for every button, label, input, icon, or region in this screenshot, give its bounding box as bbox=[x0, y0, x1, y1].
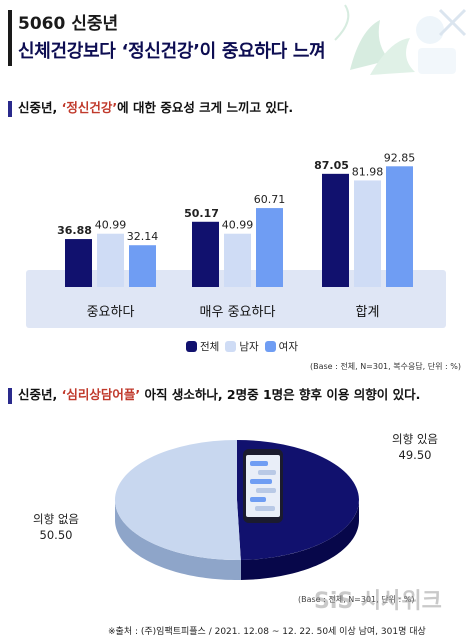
bar-male-2 bbox=[354, 180, 381, 287]
chat-bubble bbox=[255, 506, 275, 511]
chat-bubble bbox=[250, 461, 268, 466]
bar-female-2 bbox=[386, 166, 413, 287]
bar-value-label-male-0: 40.99 bbox=[95, 219, 127, 232]
bar-female-0 bbox=[129, 245, 156, 287]
title-prefix: 신체건강보다 bbox=[18, 41, 122, 62]
legend-label-total: 전체 bbox=[200, 340, 220, 353]
section-heading-mental-health: 신중년, ‘정신건강’에 대한 중요성 크게 느끼고 있다. bbox=[8, 97, 293, 117]
pie-label-name-0: 의향 있음 bbox=[392, 432, 438, 446]
section1-highlight: ‘정신건강’ bbox=[61, 100, 118, 115]
bar-value-labels: 36.88 40.9932.1450.1740.9960.7187.0581.98… bbox=[57, 151, 415, 243]
section2-highlight: ‘심리상담어플’ bbox=[61, 387, 141, 402]
category-label-2: 합계 bbox=[356, 305, 380, 320]
pie-slice-1 bbox=[114, 440, 241, 560]
bar-total-0 bbox=[65, 239, 92, 287]
watermark-logo: SiS 시사위크 bbox=[314, 589, 442, 614]
header: 5060 신중년 신체건강보다 ‘정신건강’이 중요하다 느껴 bbox=[0, 0, 475, 80]
category-label-1: 매우 중요하다 bbox=[200, 305, 276, 320]
legend-swatch-male bbox=[225, 340, 237, 352]
header-illustration bbox=[334, 4, 467, 75]
pie-label-name-1: 의향 없음 bbox=[33, 512, 79, 526]
watermark-text: SiS 시사위크 bbox=[314, 589, 442, 614]
bars-group bbox=[65, 166, 413, 287]
bar-value-label-total-0: 36.88 bbox=[57, 224, 92, 237]
bar-value-label-female-0: 32.14 bbox=[127, 230, 159, 243]
source-note: ※출처 : (주)임팩트피플스 / 2021. 12.08 ~ 12. 22. … bbox=[108, 627, 426, 637]
legend-swatch-total bbox=[186, 340, 197, 352]
pie-group bbox=[114, 440, 359, 580]
chat-bubble bbox=[250, 497, 266, 502]
chat-bubble bbox=[250, 479, 272, 484]
bar-chart-base-note: (Base : 전체, N=301, 복수응답, 단위 : %) bbox=[310, 362, 461, 371]
title-suffix: 이 중요하다 느껴 bbox=[199, 41, 326, 62]
box-decoration bbox=[418, 48, 456, 74]
pie-side-1-0 bbox=[115, 500, 241, 580]
section1-prefix: 신중년, bbox=[18, 100, 62, 115]
leaf-icon bbox=[350, 20, 390, 70]
section-heading-counseling-app: 신중년, ‘심리상담어플’ 아직 생소하나, 2명중 1명은 향후 이용 의향이… bbox=[8, 384, 420, 404]
circle-decoration bbox=[416, 16, 444, 44]
chat-bubble bbox=[256, 488, 276, 493]
bar-value-label-female-2: 92.85 bbox=[384, 151, 416, 164]
importance-bar-chart: 36.88 40.9932.1450.1740.9960.7187.0581.98… bbox=[26, 151, 446, 328]
bar-chart-legend: 전체 남자 여자 bbox=[186, 337, 298, 355]
bar-total-2 bbox=[322, 173, 349, 287]
pie-chart-base-note: (Base : 전체, N=301, 단위 : %) bbox=[298, 595, 415, 604]
category-labels: 중요하다 매우 중요하다 합계 bbox=[87, 305, 380, 320]
page-title-line1: 5060 신중년 bbox=[18, 14, 119, 34]
legend-item-total: 전체 bbox=[186, 339, 219, 354]
pie-label-value-1: 50.50 bbox=[40, 528, 73, 542]
bar-value-label-male-1: 40.99 bbox=[222, 219, 254, 232]
legend-label-female: 여자 bbox=[278, 340, 298, 353]
bar-value-label-female-1: 60.71 bbox=[254, 193, 286, 206]
cross-icon bbox=[438, 8, 467, 37]
section-accent-bar bbox=[8, 100, 12, 117]
leaf-icon bbox=[370, 38, 415, 75]
section1-suffix: 에 대한 중요성 크게 느끼고 있다. bbox=[117, 100, 294, 115]
pie-labels: 의향 있음 49.50 의향 없음 50.50 bbox=[33, 432, 438, 542]
chat-bubble bbox=[258, 470, 276, 475]
section2-suffix: 아직 생소하나, 2명중 1명은 향후 이용 의향이 있다. bbox=[140, 387, 421, 402]
legend-swatch-female bbox=[264, 340, 276, 352]
section-accent-bar bbox=[8, 387, 12, 404]
intention-pie-chart: 의향 있음 49.50 의향 없음 50.50 bbox=[33, 432, 438, 580]
title-accent-bar bbox=[8, 10, 12, 66]
bar-value-label-total-1: 50.17 bbox=[184, 207, 219, 220]
category-label-0: 중요하다 bbox=[87, 305, 135, 320]
bar-value-label-total-2: 87.05 bbox=[314, 159, 349, 172]
section2-prefix: 신중년, bbox=[18, 387, 62, 402]
title-highlight: ‘정신건강’ bbox=[121, 41, 200, 62]
legend-item-male: 남자 bbox=[225, 339, 259, 354]
bar-male-1 bbox=[224, 233, 251, 287]
legend-label-male: 남자 bbox=[239, 340, 259, 353]
pie-label-value-0: 49.50 bbox=[399, 448, 432, 462]
bar-total-1 bbox=[192, 221, 219, 287]
stem-decoration bbox=[334, 4, 350, 41]
bar-female-1 bbox=[256, 208, 283, 287]
bar-value-label-male-2: 81.98 bbox=[352, 165, 384, 178]
smartphone-icon bbox=[243, 449, 283, 523]
page-title-line2: 신체건강보다 ‘정신건강’이 중요하다 느껴 bbox=[18, 37, 326, 63]
bar-male-0 bbox=[97, 233, 124, 287]
legend-item-female: 여자 bbox=[264, 339, 298, 354]
pie-side-0-0 bbox=[240, 500, 359, 580]
